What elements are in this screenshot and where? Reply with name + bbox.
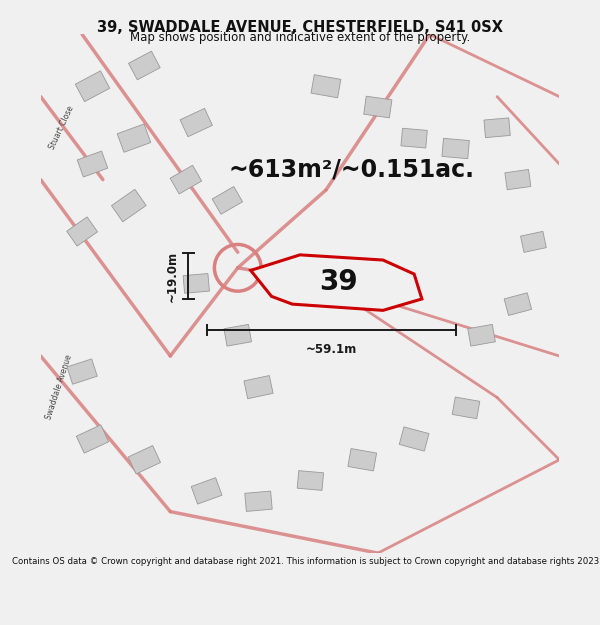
Polygon shape <box>212 186 242 214</box>
Polygon shape <box>191 478 222 504</box>
Polygon shape <box>311 75 341 98</box>
Polygon shape <box>75 71 110 102</box>
Text: 39: 39 <box>320 268 358 296</box>
Polygon shape <box>364 96 392 118</box>
Polygon shape <box>76 425 109 453</box>
Polygon shape <box>504 292 532 316</box>
Polygon shape <box>251 255 422 311</box>
Text: Swaddale Avenue: Swaddale Avenue <box>44 354 74 421</box>
Text: Contains OS data © Crown copyright and database right 2021. This information is : Contains OS data © Crown copyright and d… <box>12 558 600 566</box>
Polygon shape <box>128 446 161 474</box>
Polygon shape <box>468 324 496 346</box>
Polygon shape <box>67 217 98 246</box>
Text: ~19.0m: ~19.0m <box>166 251 179 302</box>
Polygon shape <box>452 397 480 419</box>
Polygon shape <box>521 231 547 253</box>
Polygon shape <box>399 427 429 451</box>
Text: Stuart Close: Stuart Close <box>47 104 76 151</box>
Polygon shape <box>77 151 108 177</box>
Polygon shape <box>170 165 202 194</box>
Polygon shape <box>401 128 427 148</box>
Polygon shape <box>245 491 272 511</box>
Polygon shape <box>505 169 531 190</box>
Polygon shape <box>297 471 323 491</box>
Text: Map shows position and indicative extent of the property.: Map shows position and indicative extent… <box>130 31 470 44</box>
Text: ~613m²/~0.151ac.: ~613m²/~0.151ac. <box>229 158 475 181</box>
Polygon shape <box>224 324 251 346</box>
Polygon shape <box>348 449 377 471</box>
Polygon shape <box>128 51 160 80</box>
Polygon shape <box>180 108 212 137</box>
Polygon shape <box>484 118 510 138</box>
Polygon shape <box>117 124 151 152</box>
Text: 39, SWADDALE AVENUE, CHESTERFIELD, S41 0SX: 39, SWADDALE AVENUE, CHESTERFIELD, S41 0… <box>97 20 503 35</box>
Polygon shape <box>67 359 97 384</box>
Text: ~59.1m: ~59.1m <box>305 343 357 356</box>
Polygon shape <box>442 138 469 159</box>
Polygon shape <box>244 376 273 399</box>
Polygon shape <box>112 189 146 222</box>
Polygon shape <box>183 274 209 293</box>
